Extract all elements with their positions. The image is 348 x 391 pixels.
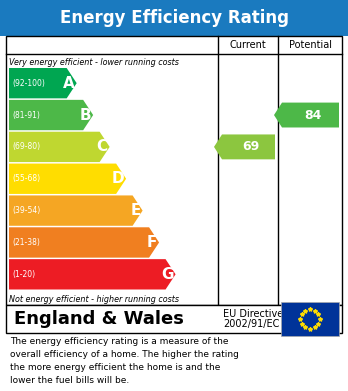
Text: E: E <box>130 203 141 218</box>
Text: 2002/91/EC: 2002/91/EC <box>223 319 279 329</box>
Text: Not energy efficient - higher running costs: Not energy efficient - higher running co… <box>9 295 179 304</box>
Polygon shape <box>9 132 110 162</box>
Text: (69-80): (69-80) <box>12 142 40 151</box>
Polygon shape <box>9 68 77 99</box>
Text: 84: 84 <box>304 109 321 122</box>
Bar <box>6 36 342 305</box>
Text: (21-38): (21-38) <box>12 238 40 247</box>
Text: A: A <box>63 76 75 91</box>
Bar <box>6 305 342 333</box>
Polygon shape <box>9 163 126 194</box>
Text: (1-20): (1-20) <box>12 270 35 279</box>
Text: F: F <box>147 235 157 250</box>
Text: (92-100): (92-100) <box>12 79 45 88</box>
Text: Current: Current <box>230 40 266 50</box>
Text: C: C <box>96 140 108 154</box>
Text: EU Directive: EU Directive <box>223 309 283 319</box>
Text: D: D <box>111 171 124 186</box>
Text: (81-91): (81-91) <box>12 111 40 120</box>
Polygon shape <box>9 259 175 289</box>
Bar <box>0 0 348 36</box>
Text: (39-54): (39-54) <box>12 206 40 215</box>
Text: The energy efficiency rating is a measure of the
overall efficiency of a home. T: The energy efficiency rating is a measur… <box>10 337 239 385</box>
Polygon shape <box>9 100 93 130</box>
Polygon shape <box>9 196 143 226</box>
Text: B: B <box>80 108 91 122</box>
Text: Very energy efficient - lower running costs: Very energy efficient - lower running co… <box>9 58 179 67</box>
Text: (55-68): (55-68) <box>12 174 40 183</box>
Bar <box>281 302 339 336</box>
Text: Potential: Potential <box>288 40 332 50</box>
Text: England & Wales: England & Wales <box>14 310 184 328</box>
Text: Energy Efficiency Rating: Energy Efficiency Rating <box>60 9 288 27</box>
Text: 69: 69 <box>242 140 259 153</box>
Polygon shape <box>214 135 275 160</box>
Text: G: G <box>161 267 174 282</box>
Polygon shape <box>9 227 159 258</box>
Polygon shape <box>274 102 339 127</box>
